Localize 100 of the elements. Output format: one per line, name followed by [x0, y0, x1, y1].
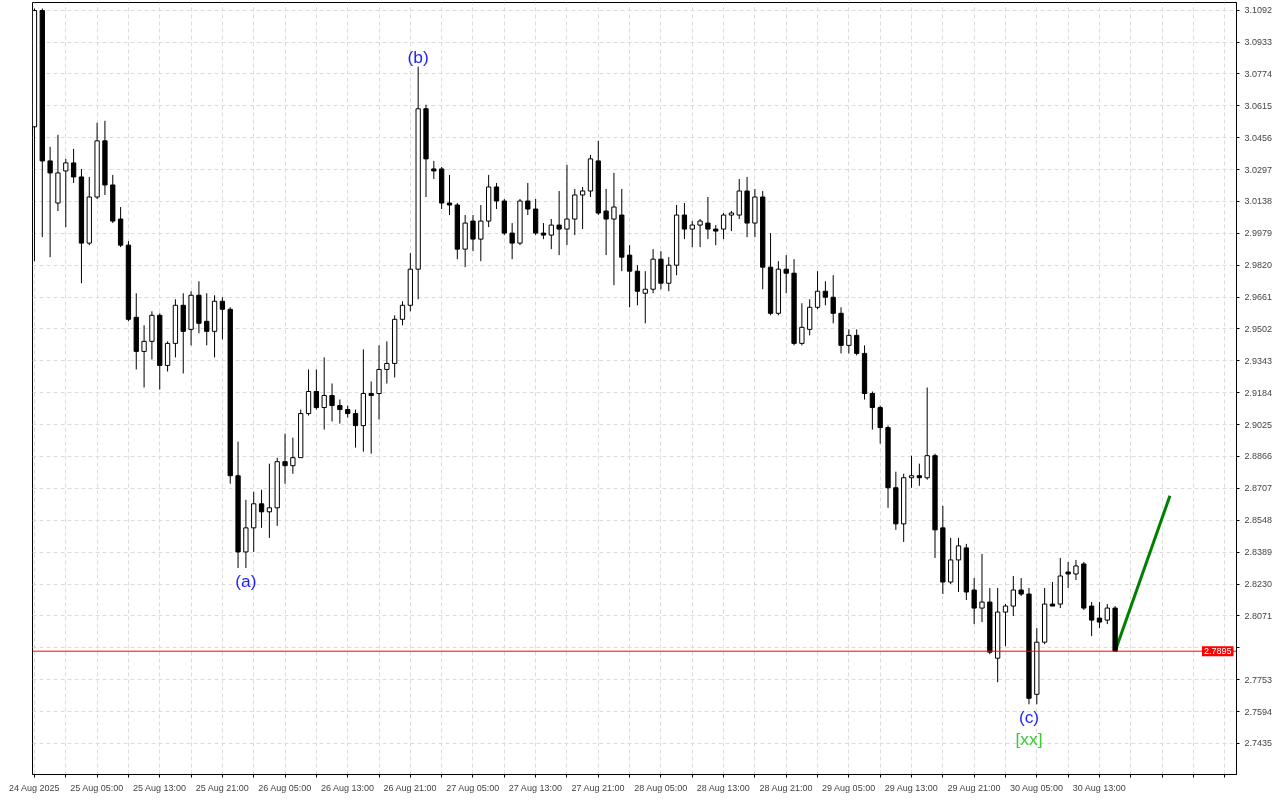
candlestick	[1088, 601, 1095, 637]
annotation: (a)	[235, 570, 257, 591]
y-tick-label: 2.8230	[1244, 579, 1273, 590]
candlestick	[63, 158, 69, 228]
candlestick	[799, 302, 805, 346]
candlestick	[470, 214, 476, 252]
candlestick	[1049, 581, 1056, 607]
x-tick-label: 25 Aug 13:00	[132, 782, 187, 793]
y-tick-label: 2.9979	[1244, 228, 1273, 239]
annotation: [xx]	[1015, 729, 1043, 750]
y-tick-label: 2.9502	[1244, 323, 1273, 334]
x-tick-label: 25 Aug 05:00	[70, 782, 124, 793]
annotation: (b)	[407, 46, 429, 67]
candlestick	[219, 296, 226, 340]
candlestick	[955, 537, 962, 593]
y-tick-label: 3.0138	[1244, 196, 1273, 207]
x-tick-label: 26 Aug 05:00	[258, 782, 312, 793]
candlestick	[164, 340, 171, 372]
candlestick	[446, 174, 453, 216]
candlestick	[611, 172, 617, 286]
candlestick	[626, 244, 633, 308]
candlestick	[478, 204, 484, 262]
x-tick-label: 27 Aug 21:00	[571, 782, 625, 793]
y-tick-label: 2.9025	[1244, 419, 1273, 430]
candlestick	[877, 405, 883, 445]
candlestick	[1073, 559, 1079, 581]
y-tick-label: 2.9184	[1244, 387, 1273, 398]
candlestick	[697, 218, 703, 248]
candlestick	[493, 182, 500, 210]
candlestick	[807, 298, 813, 336]
x-tick-label: 29 Aug 05:00	[822, 782, 876, 793]
candlestick	[814, 270, 821, 310]
candlestick	[70, 148, 77, 184]
x-tick-label: 30 Aug 05:00	[1010, 782, 1064, 793]
candlestick	[948, 537, 954, 585]
candlestick	[290, 437, 296, 475]
y-tick-label: 3.0933	[1244, 37, 1273, 47]
candlestick	[431, 160, 437, 180]
y-tick-label: 2.8866	[1244, 451, 1273, 462]
y-tick-label: 3.0615	[1244, 100, 1273, 111]
y-tick-label: 3.0774	[1244, 68, 1273, 79]
candlestick	[854, 328, 860, 356]
x-tick-label: 27 Aug 13:00	[508, 782, 562, 793]
x-tick-label: 28 Aug 21:00	[759, 782, 813, 793]
candlestick	[47, 146, 53, 258]
x-tick-label: 29 Aug 21:00	[947, 782, 1001, 793]
candlestick	[869, 391, 876, 431]
candlestick	[689, 220, 695, 248]
candlestick	[258, 489, 265, 529]
candlestick	[713, 224, 719, 246]
candlestick	[1104, 603, 1110, 625]
candlestick	[634, 264, 641, 306]
candlestick	[525, 182, 531, 216]
y-tick-label: 2.9343	[1244, 355, 1273, 366]
candlestick	[979, 553, 985, 623]
y-tick-label: 2.9661	[1244, 292, 1273, 303]
candlestick	[783, 254, 789, 294]
y-tick-label: 2.8548	[1244, 515, 1273, 526]
y-tick-label: 3.1092	[1244, 5, 1273, 16]
candlestick	[337, 399, 343, 425]
y-tick-label: 2.8707	[1244, 483, 1273, 494]
candlestick	[908, 455, 915, 489]
candlestick	[642, 270, 648, 324]
candlestick	[352, 409, 359, 449]
ref-line-label: 2.7895	[1203, 646, 1232, 657]
candlestick	[399, 300, 406, 326]
x-tick-label: 26 Aug 21:00	[383, 782, 437, 793]
candlestick	[141, 324, 147, 388]
x-tick-label: 28 Aug 05:00	[634, 782, 688, 793]
annotation: (c)	[1018, 707, 1040, 728]
candlestick	[1096, 601, 1103, 629]
candlestick	[548, 218, 554, 250]
y-tick-label: 2.8389	[1244, 547, 1273, 558]
x-tick-label: 28 Aug 13:00	[696, 782, 750, 793]
candlestick	[603, 188, 609, 256]
x-tick-label: 27 Aug 05:00	[446, 782, 500, 793]
candlestick	[556, 190, 562, 256]
candlestick	[728, 210, 735, 232]
x-tick-label: 29 Aug 13:00	[884, 782, 938, 793]
x-tick-label: 30 Aug 13:00	[1072, 782, 1126, 793]
candlestick	[1002, 603, 1009, 647]
candlestick	[720, 212, 727, 240]
candlestick	[916, 463, 922, 487]
candlestick	[509, 222, 515, 260]
candlestick	[384, 340, 390, 384]
candlestick	[924, 387, 930, 481]
candlestick	[266, 463, 273, 539]
candlestick	[329, 382, 335, 423]
x-tick-label: 26 Aug 13:00	[320, 782, 374, 793]
candlestick	[368, 380, 374, 455]
y-tick-label: 2.9820	[1244, 260, 1273, 271]
candlestick	[321, 356, 327, 431]
candlestick	[846, 328, 852, 354]
x-tick-label: 25 Aug 21:00	[195, 782, 249, 793]
x-tick-label: 24 Aug 2025	[8, 782, 60, 793]
y-tick-label: 2.7753	[1244, 674, 1273, 685]
candlestick	[1010, 575, 1016, 617]
y-tick-label: 3.0297	[1244, 164, 1273, 175]
candlestick	[1065, 561, 1071, 589]
y-tick-label: 2.7435	[1244, 738, 1273, 749]
